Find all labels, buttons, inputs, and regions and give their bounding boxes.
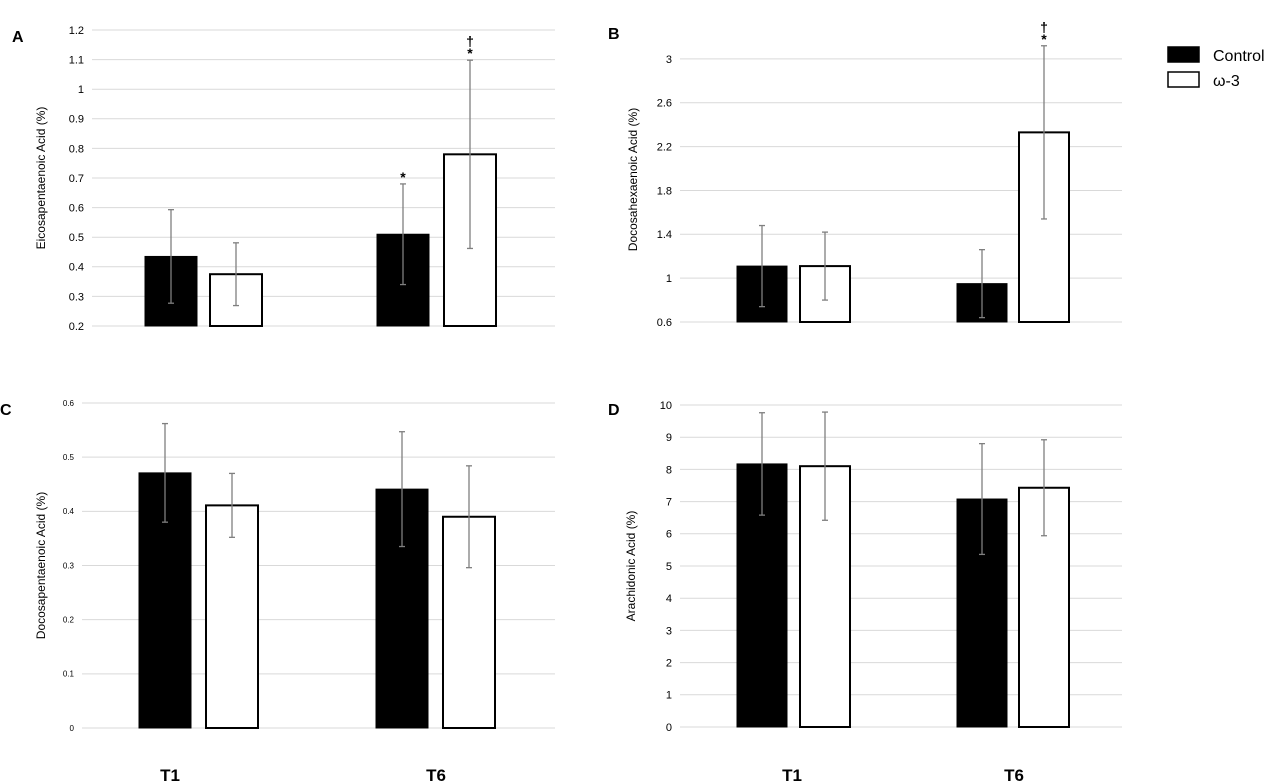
- significance-marker: †: [1040, 19, 1048, 35]
- y-axis-label: Eicosapentaenoic Acid (%): [34, 107, 48, 250]
- y-tick-label: 9: [666, 432, 672, 444]
- y-tick-label: 0: [666, 722, 672, 734]
- y-tick-label: 0.6: [657, 317, 672, 329]
- legend: Control ω-3: [1167, 46, 1265, 90]
- x-label-t6-left: T6: [426, 766, 446, 783]
- significance-marker: *: [1041, 31, 1047, 47]
- y-tick-label: 1.2: [69, 25, 84, 37]
- x-label-t1-right: T1: [782, 766, 802, 783]
- y-tick-label: 0.8: [69, 143, 84, 155]
- y-tick-label: 4: [666, 593, 672, 605]
- y-tick-label: 0.4: [63, 507, 75, 516]
- y-tick-label: 0.7: [69, 173, 84, 185]
- y-tick-label: 0.2: [63, 615, 75, 624]
- y-tick-label: 10: [660, 400, 672, 412]
- y-tick-label: 0.5: [63, 453, 75, 462]
- y-tick-label: 2: [666, 657, 672, 669]
- y-tick-label: 0.9: [69, 114, 84, 126]
- y-tick-label: 0.5: [69, 232, 84, 244]
- y-tick-label: 0.3: [69, 291, 84, 303]
- legend-label-control: Control: [1213, 48, 1265, 65]
- significance-marker: †: [466, 33, 474, 49]
- y-tick-label: 5: [666, 561, 672, 573]
- y-tick-label: 2.2: [657, 141, 672, 153]
- panel-a: 0.2 0.3 0.4 0.5 0.6 0.7 0.8 0.9 1 1.1 1.2 Eicosapen…: [12, 25, 555, 333]
- y-tick-label: 1: [666, 273, 672, 285]
- x-label-t1-left: T1: [160, 766, 180, 783]
- y-tick-label: 8: [666, 464, 672, 476]
- y-tick-label: 1.8: [657, 185, 672, 197]
- y-tick-label: 0: [70, 724, 75, 733]
- legend-swatch-omega3: [1167, 71, 1200, 88]
- panel-c: 0 0.1 0.2 0.3 0.4 0.5 0.6 Docosapentaenoic Acid…: [0, 399, 555, 733]
- y-tick-label: 0.6: [69, 202, 84, 214]
- y-tick-label: 1.1: [69, 54, 84, 66]
- x-label-t6-right: T6: [1004, 766, 1024, 783]
- panel-letter: A: [12, 29, 24, 46]
- y-tick-label: 0.3: [63, 561, 75, 570]
- y-tick-label: 1: [78, 84, 84, 96]
- y-axis-label: Arachidonic Acid (%): [624, 511, 638, 622]
- y-tick-label: 0.4: [69, 262, 84, 274]
- panel-letter: B: [608, 26, 620, 43]
- y-tick-label: 0.1: [63, 670, 75, 679]
- bar-omega3: [205, 504, 259, 729]
- y-tick-label: 6: [666, 529, 672, 541]
- significance-marker: *: [467, 45, 473, 61]
- y-tick-label: 1: [666, 690, 672, 702]
- panels: 0.2 0.3 0.4 0.5 0.6 0.7 0.8 0.9 1 1.1 1.2 Eicosapen…: [0, 19, 1122, 734]
- significance-marker: *: [400, 169, 406, 185]
- y-tick-label: 2.6: [657, 98, 672, 110]
- panel-letter: D: [608, 402, 620, 419]
- y-tick-label: 3: [666, 625, 672, 637]
- legend-swatch-control: [1167, 46, 1200, 63]
- y-tick-label: 1.4: [657, 229, 672, 241]
- y-axis-label: Docosahexaenoic Acid (%): [626, 108, 640, 251]
- bar-control: [138, 472, 192, 729]
- panel-d: 0 1 2 3 4 5 6 7 8 9 10 Arachidonic Acid (%) D: [608, 400, 1122, 734]
- y-tick-label: 3: [666, 54, 672, 66]
- panel-letter: C: [0, 402, 12, 419]
- y-tick-label: 0.2: [69, 321, 84, 333]
- panel-b: 0.6 1 1.4 1.8 2.2 2.6 3 Docosahexaenoic Acid (%…: [608, 19, 1122, 329]
- y-tick-label: 7: [666, 496, 672, 508]
- legend-label-omega3: ω-3: [1213, 73, 1240, 90]
- y-tick-label: 0.6: [63, 399, 75, 408]
- y-axis-label: Docosapentaenoic Acid (%): [34, 492, 48, 639]
